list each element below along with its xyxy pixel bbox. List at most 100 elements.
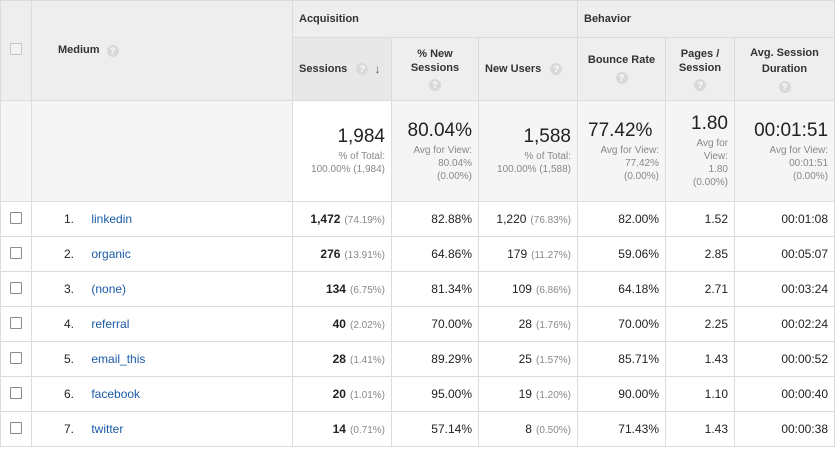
row-checkbox[interactable] bbox=[10, 211, 22, 224]
avg-session-duration-total-cell: 00:01:51 Avg for View: 00:01:51 (0.00%) bbox=[733, 100, 835, 202]
bounce-rate-column-header[interactable]: Bounce Rate ? bbox=[577, 37, 666, 101]
sessions-total-caption: % of Total: 100.00% (1,984) bbox=[311, 151, 385, 175]
row-checkbox-cell[interactable] bbox=[0, 201, 32, 237]
row-checkbox-cell[interactable] bbox=[0, 271, 32, 307]
pages-session-cell: 2.25 bbox=[665, 306, 735, 342]
new-users-pct: (0.50%) bbox=[535, 425, 571, 436]
medium-link[interactable]: email_this bbox=[91, 352, 146, 366]
row-checkbox[interactable] bbox=[10, 421, 22, 434]
medium-link[interactable]: (none) bbox=[91, 282, 127, 296]
row-checkbox[interactable] bbox=[10, 386, 22, 399]
new-users-pct: (1.76%) bbox=[535, 320, 571, 331]
help-icon[interactable]: ? bbox=[106, 44, 119, 57]
table-row: 4. referral 40 (2.02%) 70.00% 28 (1.76%) 7… bbox=[0, 306, 835, 342]
pct-new-sessions-cell: 82.88% bbox=[391, 201, 479, 237]
medium-link[interactable]: referral bbox=[91, 317, 130, 331]
data-rows: 1. linkedin 1,472 (74.19%) 82.88% 1,220 (7… bbox=[0, 201, 835, 447]
pct-new-sessions-column-header[interactable]: % New Sessions ? bbox=[391, 37, 479, 101]
help-icon[interactable]: ? bbox=[356, 63, 369, 75]
row-checkbox-cell[interactable] bbox=[0, 411, 32, 447]
new-users-cell: 179 (11.27%) bbox=[478, 236, 578, 272]
pages-session-cell: 1.43 bbox=[665, 341, 735, 377]
avg-session-duration-header-label: Avg. Session Duration bbox=[750, 47, 819, 76]
bounce-rate-cell: 82.00% bbox=[577, 201, 666, 237]
table-row: 1. linkedin 1,472 (74.19%) 82.88% 1,220 (7… bbox=[0, 201, 835, 237]
sessions-column-header[interactable]: Sessions ? ↓ bbox=[292, 37, 392, 101]
medium-cell: 5. email_this bbox=[31, 341, 293, 377]
row-checkbox[interactable] bbox=[10, 316, 22, 329]
pct-new-sessions-cell: 89.29% bbox=[391, 341, 479, 377]
pct-new-sessions-cell: 70.00% bbox=[391, 306, 479, 342]
row-checkbox-cell[interactable] bbox=[0, 306, 32, 342]
bounce-rate-cell: 70.00% bbox=[577, 306, 666, 342]
sessions-cell: 276 (13.91%) bbox=[292, 236, 392, 272]
sessions-value: 14 bbox=[332, 422, 346, 436]
medium-cell: 1. linkedin bbox=[31, 201, 293, 237]
sessions-value: 1,472 bbox=[310, 212, 341, 226]
pages-session-total-value: 1.80 bbox=[691, 113, 728, 134]
sessions-cell: 14 (0.71%) bbox=[292, 411, 392, 447]
pages-session-cell: 1.52 bbox=[665, 201, 735, 237]
new-users-cell: 1,220 (76.83%) bbox=[478, 201, 578, 237]
select-all-cell[interactable] bbox=[0, 0, 32, 101]
avg-session-duration-cell: 00:00:40 bbox=[733, 376, 835, 412]
new-users-total-caption: % of Total: 100.00% (1,588) bbox=[497, 151, 571, 175]
avg-session-duration-cell: 00:00:38 bbox=[733, 411, 835, 447]
bounce-rate-cell: 59.06% bbox=[577, 236, 666, 272]
sessions-cell: 1,472 (74.19%) bbox=[292, 201, 392, 237]
medium-header[interactable]: Medium ? bbox=[31, 0, 293, 101]
help-icon[interactable]: ? bbox=[550, 63, 563, 76]
medium-link[interactable]: linkedin bbox=[91, 212, 133, 226]
medium-cell: 4. referral bbox=[31, 306, 293, 342]
new-users-column-header[interactable]: New Users ? bbox=[478, 37, 578, 101]
pct-new-sessions-cell: 81.34% bbox=[391, 271, 479, 307]
behavior-group-header: Behavior bbox=[576, 0, 835, 38]
sort-descending-icon[interactable]: ↓ bbox=[374, 62, 381, 76]
help-icon[interactable]: ? bbox=[429, 79, 441, 92]
help-icon[interactable]: ? bbox=[778, 80, 791, 93]
new-users-pct: (11.27%) bbox=[531, 250, 571, 261]
medium-link[interactable]: facebook bbox=[91, 387, 141, 401]
new-users-value: 109 bbox=[511, 282, 532, 296]
sessions-header-label: Sessions bbox=[299, 62, 348, 75]
new-users-cell: 8 (0.50%) bbox=[478, 411, 578, 447]
help-icon[interactable]: ? bbox=[615, 72, 628, 85]
row-checkbox-cell[interactable] bbox=[0, 341, 32, 377]
row-checkbox[interactable] bbox=[10, 351, 22, 364]
new-users-pct: (76.83%) bbox=[530, 215, 571, 226]
pct-new-sessions-header-label: % New Sessions bbox=[410, 47, 460, 74]
row-checkbox-cell[interactable] bbox=[0, 236, 32, 272]
new-users-value: 25 bbox=[518, 352, 532, 366]
sessions-value: 20 bbox=[332, 387, 346, 401]
new-users-value: 1,220 bbox=[496, 212, 527, 226]
medium-link[interactable]: organic bbox=[91, 247, 131, 261]
sessions-pct: (6.75%) bbox=[349, 285, 385, 296]
select-all-checkbox[interactable] bbox=[10, 43, 22, 55]
new-users-header-label: New Users bbox=[485, 62, 542, 75]
bounce-rate-total-cell: 77.42% Avg for View: 77.42% (0.00%) bbox=[577, 100, 666, 202]
pct-new-sessions-total-cell: 80.04% Avg for View: 80.04% (0.00%) bbox=[391, 100, 479, 202]
table-row: 6. facebook 20 (1.01%) 95.00% 19 (1.20%) 9… bbox=[0, 376, 835, 412]
sessions-cell: 134 (6.75%) bbox=[292, 271, 392, 307]
row-checkbox[interactable] bbox=[10, 246, 22, 259]
sessions-cell: 40 (2.02%) bbox=[292, 306, 392, 342]
avg-session-duration-cell: 00:05:07 bbox=[733, 236, 835, 272]
row-checkbox[interactable] bbox=[10, 281, 22, 294]
pages-session-total-cell: 1.80 Avg for View: 1.80 (0.00%) bbox=[665, 100, 735, 202]
avg-session-duration-column-header[interactable]: Avg. Session Duration ? bbox=[733, 37, 835, 101]
new-users-cell: 19 (1.20%) bbox=[478, 376, 578, 412]
avg-session-duration-cell: 00:02:24 bbox=[733, 306, 835, 342]
new-users-value: 8 bbox=[525, 422, 532, 436]
sessions-pct: (1.41%) bbox=[349, 355, 385, 366]
pct-new-sessions-cell: 57.14% bbox=[391, 411, 479, 447]
sessions-value: 40 bbox=[332, 317, 346, 331]
pct-new-sessions-total-caption: Avg for View: 80.04% (0.00%) bbox=[413, 144, 472, 182]
pages-session-column-header[interactable]: Pages / Session ? bbox=[665, 37, 735, 101]
medium-cell: 6. facebook bbox=[31, 376, 293, 412]
row-rank: 6. bbox=[63, 387, 74, 401]
medium-link[interactable]: twitter bbox=[91, 422, 124, 436]
acquisition-group-header: Acquisition bbox=[292, 0, 578, 38]
help-icon[interactable]: ? bbox=[694, 79, 706, 92]
row-checkbox-cell[interactable] bbox=[0, 376, 32, 412]
row-rank: 3. bbox=[63, 282, 74, 296]
